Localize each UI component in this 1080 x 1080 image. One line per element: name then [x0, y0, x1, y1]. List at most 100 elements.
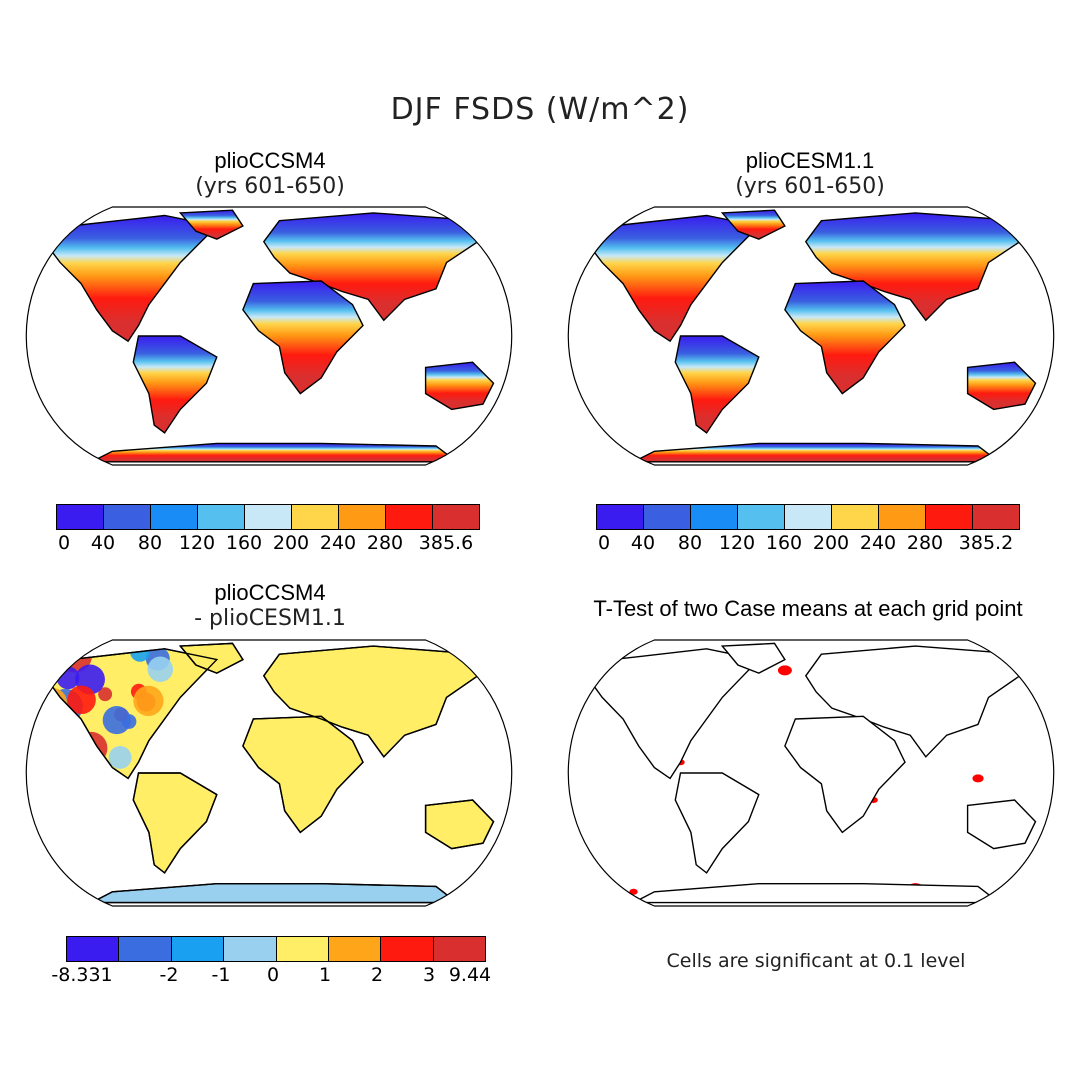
colorbar-swatch — [198, 505, 245, 529]
colorbar-tick-label: 240 — [859, 532, 897, 554]
colorbar-swatch — [67, 937, 120, 961]
panel-4-map — [567, 639, 1055, 907]
panel-2-map — [567, 206, 1055, 466]
colorbar-tick-label: 280 — [366, 532, 404, 554]
continent-australia — [966, 799, 1037, 850]
difference-patch — [98, 687, 113, 702]
panel-1-title: plioCCSM4 — [214, 148, 326, 173]
colorbar-tick-label: 0 — [597, 532, 611, 554]
colorbar-swatch — [386, 505, 433, 529]
continent-antarctica — [633, 442, 1001, 463]
significant-cell — [629, 888, 638, 895]
continent-africa — [784, 280, 906, 395]
continent-australia — [966, 361, 1037, 411]
colorbar-tick-label: 200 — [812, 532, 850, 554]
colorbar-tick-label: 160 — [765, 532, 803, 554]
colorbar-tick-label: 240 — [319, 532, 357, 554]
continent-southAmerica — [674, 772, 760, 874]
difference-patch — [108, 746, 132, 769]
colorbar-tick-label: -1 — [211, 964, 231, 986]
significant-cell — [777, 665, 792, 676]
figure-title: DJF FSDS (W/m^2) — [390, 92, 690, 127]
continent-northAmerica — [585, 648, 761, 780]
colorbar-swatch — [738, 505, 785, 529]
continent-outline-northAmerica — [43, 648, 219, 780]
colorbar-swatch — [381, 937, 434, 961]
panel-1-map — [25, 206, 513, 466]
colorbar-swatch — [151, 505, 198, 529]
panel-3-map — [25, 639, 513, 907]
panel-1-colorbar — [56, 504, 480, 530]
continent-greenland — [720, 209, 786, 240]
colorbar-tick-label: 160 — [225, 532, 263, 554]
difference-patch — [133, 685, 164, 716]
map-frame — [25, 639, 513, 907]
difference-patch — [331, 790, 358, 817]
colorbar-tick-label: 40 — [630, 532, 656, 554]
continent-outline-australia — [424, 799, 495, 850]
continent-africa — [784, 715, 906, 834]
colorbar-tick-label: 280 — [906, 532, 944, 554]
colorbar-swatch — [119, 937, 172, 961]
colorbar-tick-label: 40 — [90, 532, 116, 554]
panel-3-colorbar — [66, 936, 486, 962]
colorbar-tick-label: 120 — [178, 532, 216, 554]
colorbar-swatch — [433, 937, 485, 961]
difference-patch — [147, 656, 174, 682]
colorbar-tick-label: 80 — [677, 532, 703, 554]
panel-2-subtitle: (yrs 601-650) — [735, 174, 885, 199]
significance-note: Cells are significant at 0.1 level — [666, 950, 966, 972]
difference-patch — [197, 679, 217, 703]
land-layer — [585, 642, 1037, 904]
colorbar-tick-label: 385.2 — [958, 532, 1014, 554]
colorbar-swatch — [57, 505, 104, 529]
colorbar-swatch — [104, 505, 151, 529]
colorbar-swatch — [292, 505, 339, 529]
map-frame — [25, 206, 513, 466]
colorbar-swatch — [926, 505, 973, 529]
significant-cell — [972, 774, 984, 783]
colorbar-swatch — [224, 937, 277, 961]
difference-patch — [242, 761, 255, 785]
continent-africa — [242, 715, 364, 834]
panel-4-title: T-Test of two Case means at each grid po… — [593, 596, 1023, 621]
panel-2-title: plioCESM1.1 — [745, 148, 875, 173]
colorbar-tick-label: 3 — [422, 964, 436, 986]
colorbar-tick-label: 0 — [57, 532, 71, 554]
difference-patch — [179, 851, 198, 869]
colorbar-tick-label: 80 — [137, 532, 163, 554]
colorbar-swatch — [785, 505, 832, 529]
land-layer — [43, 209, 495, 463]
colorbar-tick-label: 0 — [266, 964, 280, 986]
panel-2-colorbar — [596, 504, 1020, 530]
continent-outline-southAmerica — [132, 772, 218, 874]
panel-3-subtitle: - plioCESM1.1 — [194, 606, 346, 631]
continent-southAmerica — [674, 335, 760, 434]
colorbar-swatch — [328, 937, 382, 961]
map-frame — [567, 206, 1055, 466]
panel-3-title: plioCCSM4 — [214, 580, 326, 605]
colorbar-tick-label: 1 — [318, 964, 332, 986]
map-frame — [567, 639, 1055, 907]
colorbar-swatch — [245, 505, 292, 529]
continent-northAmerica — [43, 214, 219, 343]
difference-patch — [462, 696, 476, 710]
continent-africa — [242, 280, 364, 395]
colorbar-tick-label: -8.331 — [51, 964, 113, 986]
land-layer — [585, 209, 1037, 463]
colorbar-tick-label: 120 — [718, 532, 756, 554]
colorbar-swatch — [276, 937, 329, 961]
difference-patch — [348, 777, 363, 798]
colorbar-tick-label: 200 — [272, 532, 310, 554]
colorbar-swatch — [691, 505, 738, 529]
continent-antarctica — [91, 442, 459, 463]
colorbar-swatch — [973, 505, 1019, 529]
land-layer — [43, 642, 495, 904]
continent-greenland — [178, 209, 244, 240]
continent-southAmerica — [132, 335, 218, 434]
colorbar-swatch — [832, 505, 879, 529]
significant-cell — [608, 894, 617, 901]
colorbar-swatch — [339, 505, 386, 529]
continent-outline-africa — [242, 715, 364, 834]
colorbar-tick-label: 2 — [370, 964, 384, 986]
